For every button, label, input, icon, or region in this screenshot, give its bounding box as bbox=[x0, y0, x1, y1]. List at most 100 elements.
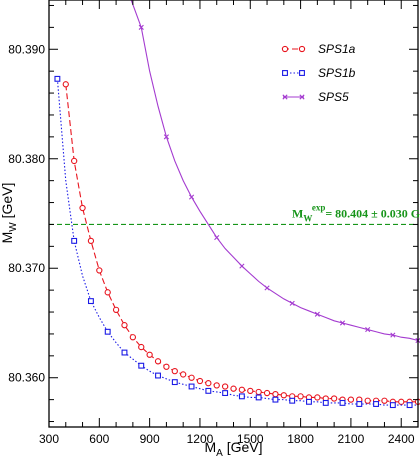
data-point-sps1b bbox=[306, 398, 312, 405]
data-point-sps1a bbox=[381, 397, 388, 404]
data-point-sps1b bbox=[272, 396, 279, 403]
x-tick-label: 900 bbox=[140, 432, 160, 446]
data-point-sps1a bbox=[96, 267, 103, 274]
ann-main: M bbox=[292, 206, 303, 220]
data-point-sps1a bbox=[71, 157, 78, 165]
series-line-sps1b bbox=[56, 78, 418, 406]
data-point-sps1a bbox=[79, 204, 86, 212]
data-point-sps5 bbox=[264, 285, 270, 291]
data-point-sps1b bbox=[121, 349, 128, 356]
legend-marker-sps5 bbox=[282, 94, 288, 100]
data-point-sps1b bbox=[155, 372, 161, 379]
data-point-sps1a bbox=[364, 397, 371, 404]
data-point-sps1b bbox=[87, 298, 94, 305]
x-axis-title-sub: A bbox=[216, 448, 223, 458]
data-point-sps5 bbox=[138, 24, 144, 30]
legend-marker-sps1b bbox=[299, 70, 305, 76]
data-point-sps5 bbox=[289, 300, 295, 306]
reference-line-label: MWexp= 80.404 ± 0.030 GeV bbox=[292, 202, 420, 223]
series-line-sps5 bbox=[130, 0, 419, 342]
y-axis-title-sub: W bbox=[8, 222, 19, 232]
data-point-sps1b bbox=[71, 237, 78, 244]
data-point-sps1b bbox=[373, 401, 380, 407]
annotation-group: MWexp= 80.404 ± 0.030 GeV bbox=[292, 202, 420, 223]
data-point-sps1a bbox=[154, 358, 162, 365]
y-tick-label: 80.390 bbox=[8, 42, 45, 56]
series-group bbox=[54, 0, 420, 409]
y-tick-label: 80.380 bbox=[8, 152, 45, 166]
data-point-sps1b bbox=[104, 328, 111, 335]
data-point-sps1a bbox=[129, 334, 137, 341]
data-point-sps5 bbox=[365, 326, 371, 333]
data-point-sps1a bbox=[221, 383, 229, 390]
data-point-sps1a bbox=[213, 382, 220, 389]
data-point-sps1b bbox=[238, 393, 245, 400]
data-point-sps1a bbox=[180, 371, 187, 378]
data-point-sps5 bbox=[239, 263, 245, 269]
data-point-sps1a bbox=[112, 306, 120, 313]
legend-marker-sps1a bbox=[281, 45, 289, 53]
data-point-sps5 bbox=[163, 134, 169, 140]
series-line-sps1a bbox=[65, 84, 418, 403]
legend-label-sps5: SPS5 bbox=[318, 90, 349, 104]
ann-sub: W bbox=[303, 213, 312, 223]
y-tick-label: 80.360 bbox=[8, 371, 45, 385]
data-point-sps1a bbox=[398, 398, 405, 405]
data-point-sps1a bbox=[146, 351, 153, 358]
ann-value: = 80.404 ± 0.030 GeV bbox=[325, 206, 420, 220]
data-point-sps1a bbox=[230, 385, 237, 392]
data-point-sps5 bbox=[188, 194, 195, 200]
data-point-sps1a bbox=[121, 322, 128, 329]
x-tick-label: 2100 bbox=[338, 432, 365, 446]
x-tick-label: 600 bbox=[89, 432, 109, 446]
data-point-sps1b bbox=[54, 75, 61, 82]
data-point-sps1a bbox=[314, 394, 321, 401]
data-point-sps1b bbox=[322, 399, 329, 406]
legend-label-sps1b: SPS1b bbox=[318, 66, 356, 80]
x-axis-title: MA [GeV] bbox=[204, 439, 262, 458]
legend: SPS1a SPS1b SPS5 bbox=[281, 42, 356, 104]
y-axis-title: MW [GeV] bbox=[0, 183, 19, 244]
data-point-sps1b bbox=[138, 362, 145, 369]
data-point-sps1b bbox=[188, 383, 195, 390]
data-point-sps1a bbox=[138, 343, 145, 351]
data-point-sps1a bbox=[196, 377, 204, 385]
x-tick-label: 1500 bbox=[237, 432, 264, 446]
data-point-sps1a bbox=[347, 396, 355, 403]
legend-marker-sps1a bbox=[298, 45, 306, 53]
data-point-sps1b bbox=[205, 387, 212, 394]
data-point-sps5 bbox=[314, 311, 320, 317]
x-axis-title-main: M bbox=[204, 439, 216, 455]
x-axis-title-unit: [GeV] bbox=[223, 439, 263, 455]
data-point-sps1a bbox=[171, 368, 178, 375]
data-point-sps1a bbox=[263, 389, 271, 397]
data-point-sps1a bbox=[163, 363, 170, 370]
data-point-sps1b bbox=[222, 390, 229, 397]
y-tick-label: 80.370 bbox=[8, 261, 45, 275]
data-point-sps1a bbox=[297, 393, 304, 400]
x-tick-label: 1800 bbox=[287, 432, 314, 446]
data-point-sps1a bbox=[104, 289, 111, 296]
data-point-sps1a bbox=[87, 237, 95, 245]
data-point-sps1b bbox=[255, 394, 262, 401]
data-point-sps5 bbox=[339, 320, 346, 326]
data-point-sps1b bbox=[171, 379, 178, 386]
data-point-sps1a bbox=[205, 380, 212, 387]
x-tick-label: 300 bbox=[39, 432, 59, 446]
data-point-sps5 bbox=[214, 234, 220, 241]
data-point-sps1a bbox=[280, 392, 287, 399]
x-tick-label: 1200 bbox=[187, 432, 214, 446]
legend-marker-sps5 bbox=[299, 94, 305, 100]
data-point-sps1b bbox=[406, 402, 413, 409]
y-axis-title-unit: [GeV] bbox=[0, 183, 15, 223]
data-point-sps1a bbox=[188, 374, 195, 381]
data-point-sps1b bbox=[339, 399, 346, 406]
x-tick-label: 2400 bbox=[388, 432, 415, 446]
legend-marker-sps1b bbox=[282, 70, 288, 76]
data-point-sps1b bbox=[289, 397, 296, 404]
data-point-sps1a bbox=[247, 387, 254, 395]
data-point-sps1a bbox=[272, 391, 279, 398]
ann-sup: exp bbox=[312, 202, 326, 212]
